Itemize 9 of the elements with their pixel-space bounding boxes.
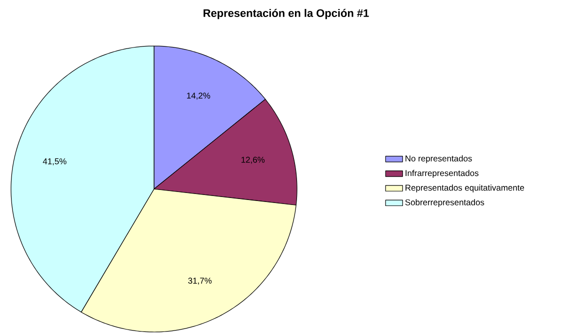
legend-label: Sobrerrepresentados xyxy=(405,199,484,207)
legend-label: Infrarrepresentados xyxy=(406,170,478,178)
chart-title: Representación en la Opción #1 xyxy=(204,8,369,20)
legend-label: Representados equitativamente xyxy=(406,184,524,192)
data-label: 41,5% xyxy=(42,158,66,166)
legend-label: No representados xyxy=(406,155,472,164)
data-label: 12,6% xyxy=(242,156,265,164)
data-label: 14,2% xyxy=(187,92,210,100)
data-label: 31,7% xyxy=(188,278,212,285)
